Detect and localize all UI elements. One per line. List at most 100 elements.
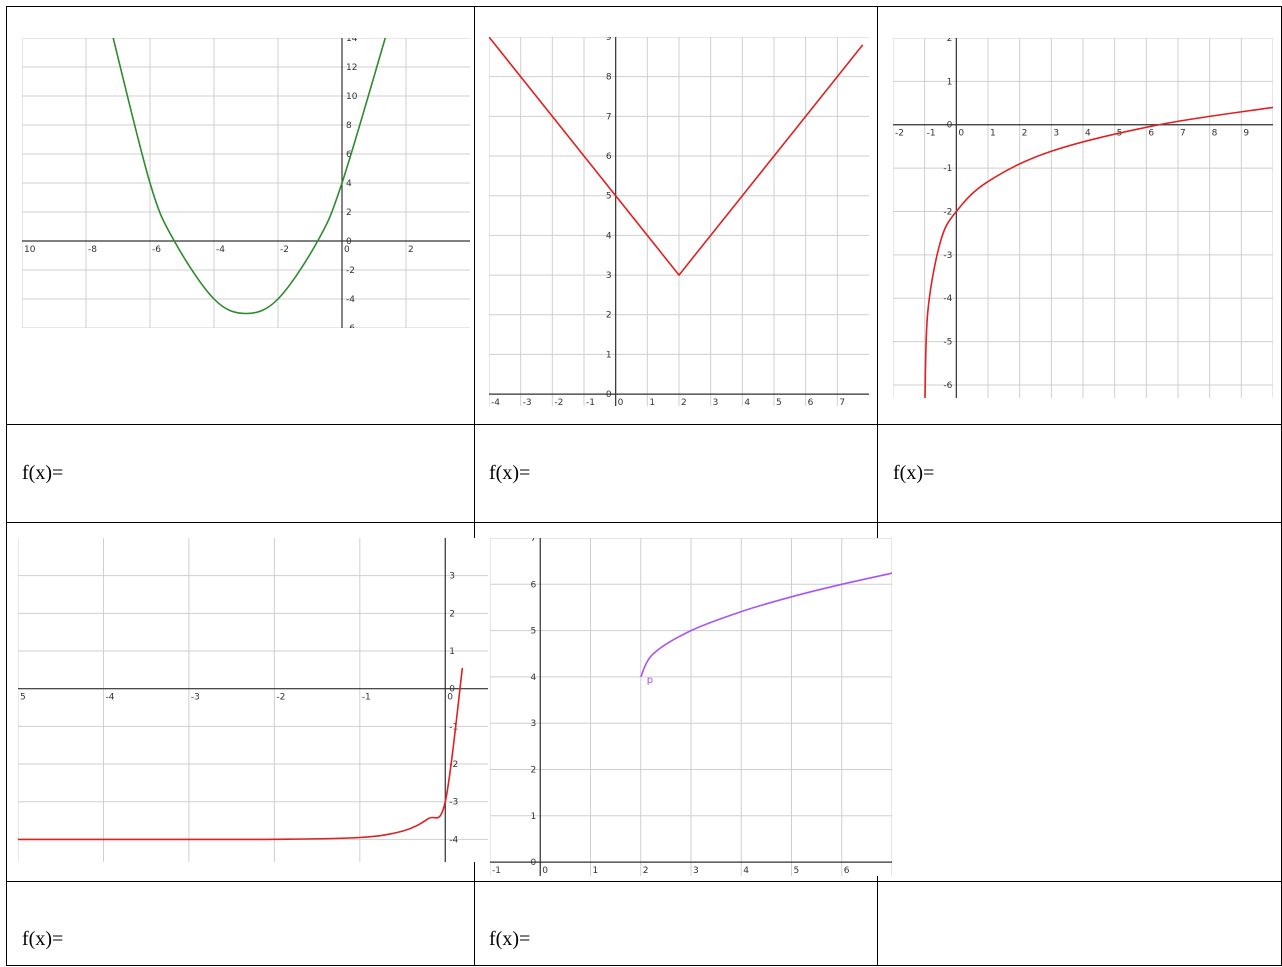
y-tick-label: 2 [947,38,953,44]
table-border-left [6,6,7,966]
x-tick-label: -2 [280,245,289,255]
y-tick-label: -4 [449,835,458,845]
x-tick-label: 0 [447,693,453,703]
x-tick-label: 7 [839,398,845,406]
x-tick-label: 5 [794,866,800,876]
x-tick-label: 10 [24,245,36,255]
x-tick-label: 0 [542,866,548,876]
y-tick-label: 0 [449,685,455,695]
x-tick-label: 0 [618,398,624,406]
x-tick-label: 1 [649,398,655,406]
y-tick-label: -6 [346,324,355,328]
x-tick-label: -3 [523,398,532,406]
table-border-col1 [474,6,475,966]
y-tick-label: 0 [947,121,953,131]
table-border-col2 [877,6,878,966]
y-tick-label: 1 [947,77,953,87]
x-tick-label: 5 [20,693,26,703]
y-tick-label: 2 [346,208,352,218]
table-border-row1 [6,424,1282,425]
y-tick-label: 14 [346,38,358,44]
y-tick-label: -3 [943,251,952,261]
x-tick-label: 1 [593,866,599,876]
y-tick-label: -2 [943,207,952,217]
x-tick-label: -2 [276,693,285,703]
function-label-3: f(x)= [893,462,935,484]
square-root-chart: -10123456701234567p [490,538,892,876]
x-tick-label: 3 [693,866,699,876]
y-tick-label: 7 [531,538,537,544]
y-tick-label: 2 [606,311,612,321]
y-tick-label: 1 [606,350,612,360]
x-tick-label: 6 [1148,129,1154,139]
table-border-row3 [6,881,1282,882]
x-tick-label: 1 [990,129,996,139]
exponential-chart: 5 -4 -3 -2 -1 0 -4 -3 -2 -1 0 1 2 3 [18,538,488,862]
y-tick-label: 4 [531,673,537,683]
y-tick-label: 1 [531,812,537,822]
x-tick-label: -4 [491,398,500,406]
y-tick-label: 9 [606,37,612,43]
y-tick-label: -1 [943,164,952,174]
absolute-value-chart: -4 -3 -2 -1 0 1 2 3 4 5 6 7 0 1 2 3 4 5 6 7 8 9 [489,37,869,406]
x-tick-label: 2 [1022,129,1028,139]
x-tick-label: -2 [895,129,904,139]
x-tick-label: 6 [844,866,850,876]
y-tick-label: 3 [531,719,537,729]
x-tick-label: 6 [808,398,814,406]
x-tick-label: -6 [152,245,161,255]
x-tick-label: 8 [1212,129,1218,139]
x-tick-label: -1 [586,398,595,406]
x-tick-label: -1 [362,693,371,703]
y-tick-label: 0 [606,390,612,400]
x-tick-label: 0 [344,245,350,255]
x-tick-label: -1 [492,866,501,876]
function-curve [640,572,892,678]
table-border-top [6,6,1282,7]
x-tick-label: 4 [1085,129,1091,139]
x-tick-label: -8 [88,245,97,255]
parabola-chart: 10 -8 -6 -4 -2 0 2 -6 -4 -2 0 2 4 6 8 10 12 14 [22,38,470,328]
function-label-4: f(x)= [22,928,64,950]
table-border-bottom [6,965,1282,966]
y-tick-label: 12 [346,63,357,73]
x-tick-label: 3 [1053,129,1059,139]
x-tick-label: 9 [1243,129,1249,139]
x-tick-label: 2 [681,398,687,406]
y-tick-label: 8 [346,121,352,131]
x-tick-label: 2 [408,245,414,255]
y-tick-label: 5 [606,192,612,202]
y-tick-label: 3 [449,572,455,582]
x-tick-label: 2 [643,866,649,876]
function-curve [112,38,387,315]
y-tick-label: -2 [449,760,458,770]
y-tick-label: 7 [606,112,612,122]
y-tick-label: -5 [943,338,952,348]
y-tick-label: 5 [531,627,537,637]
x-tick-label: -3 [191,693,200,703]
point-label: p [647,675,653,686]
y-tick-label: -1 [449,722,458,732]
y-tick-label: -2 [346,266,355,276]
x-tick-label: -4 [216,245,225,255]
function-label-1: f(x)= [22,462,64,484]
y-tick-label: 8 [606,73,612,83]
x-tick-label: 3 [713,398,719,406]
function-curve [489,37,864,277]
y-tick-label: 6 [606,152,612,162]
x-tick-label: 7 [1180,129,1186,139]
x-tick-label: -1 [927,129,936,139]
y-tick-label: 4 [346,179,352,189]
x-tick-label: -4 [105,693,114,703]
y-tick-label: -4 [943,294,952,304]
y-tick-label: -4 [346,295,355,305]
x-tick-label: 5 [776,398,782,406]
x-tick-label: 4 [743,866,749,876]
y-tick-label: 0 [531,858,537,868]
function-label-2: f(x)= [489,462,531,484]
function-curve [18,667,464,841]
y-tick-label: 3 [606,271,612,281]
y-tick-label: 1 [449,647,455,657]
y-tick-label: 0 [346,237,352,247]
